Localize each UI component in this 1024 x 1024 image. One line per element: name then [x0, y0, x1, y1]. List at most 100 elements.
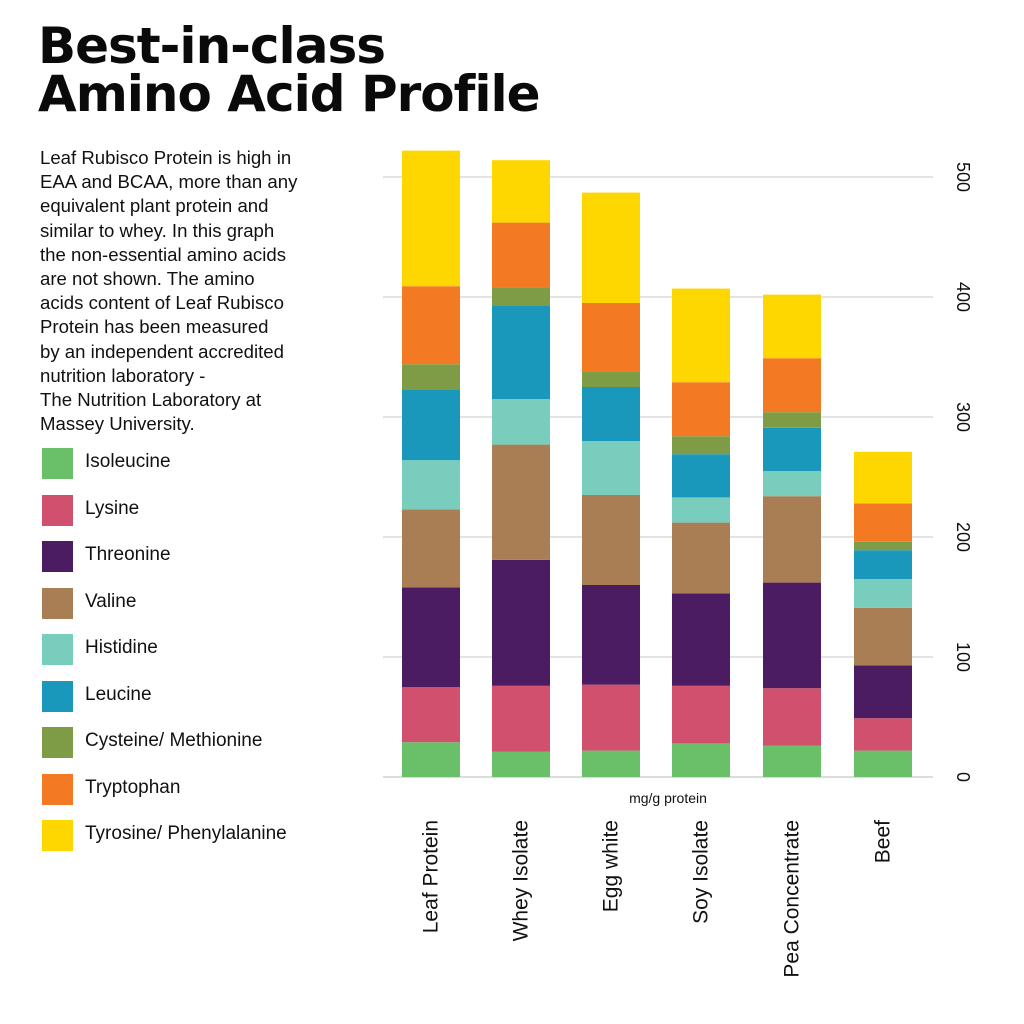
- bar-segment: [854, 550, 912, 579]
- x-tick-label: Egg white: [600, 820, 623, 912]
- bar-segment: [402, 286, 460, 365]
- bar-segment: [763, 745, 821, 777]
- bar-segment: [763, 496, 821, 583]
- legend-item: Isoleucine: [40, 446, 360, 479]
- bar-segment: [582, 585, 640, 685]
- bar-stack: [763, 294, 821, 777]
- legend-item: Leucine: [40, 679, 360, 712]
- bar-segment: [582, 750, 640, 777]
- bar-stack: [492, 160, 550, 777]
- bar-segment: [582, 192, 640, 303]
- description-line: Protein has been measured: [40, 316, 269, 338]
- bar-segment: [854, 665, 912, 719]
- legend-item: Tryptophan: [40, 772, 360, 805]
- bar-segment: [582, 495, 640, 585]
- bar-stack: [402, 150, 460, 777]
- description-line: Leaf Rubisco Protein is high in: [40, 147, 292, 168]
- bar-segment: [763, 582, 821, 689]
- bar-segment: [402, 509, 460, 588]
- bar-segment: [672, 743, 730, 777]
- legend-swatch: [42, 634, 73, 665]
- description-line: are not shown. The amino: [40, 268, 255, 290]
- legend-label: Cysteine/ Methionine: [85, 730, 263, 751]
- bar-segment: [582, 303, 640, 372]
- description-line: nutrition laboratory -: [40, 364, 206, 386]
- y-tick-label: 500: [953, 162, 973, 192]
- legend-swatch: [42, 587, 73, 619]
- legend-label: Tyrosine/ Phenylalanine: [85, 823, 287, 844]
- legend-label: Leucine: [85, 683, 152, 705]
- bar-segment: [672, 288, 730, 383]
- legend-label: Isoleucine: [85, 451, 171, 472]
- description-line: similar to whey. In this graph: [40, 219, 275, 241]
- legend-label: Valine: [85, 590, 137, 612]
- bar-segment: [492, 444, 550, 560]
- x-axis-label: mg/g protein: [629, 790, 707, 806]
- bar-segment: [854, 579, 912, 608]
- legend-item: Histidine: [40, 632, 360, 665]
- x-axis-ticks: Leaf Protein Whey Isolate Egg white Soy Iso…: [420, 820, 895, 978]
- legend-swatch: [42, 680, 73, 712]
- y-tick-label: 200: [953, 522, 973, 552]
- bar-segment: [672, 436, 730, 455]
- chart-title: Best-in-class Amino Acid Profile: [38, 21, 541, 119]
- bar-segment: [763, 427, 821, 471]
- bar-segment: [672, 454, 730, 498]
- bar-segment: [763, 412, 821, 428]
- bar-segment: [582, 441, 640, 495]
- description-line: acids content of Leaf Rubisco: [40, 292, 284, 314]
- bar-segment: [492, 222, 550, 288]
- legend-swatch: [42, 820, 73, 851]
- bar-segment: [672, 382, 730, 437]
- bar-segment: [763, 688, 821, 746]
- x-tick-label: Pea Concentrate: [781, 820, 804, 978]
- bar-segment: [854, 503, 912, 542]
- bar-segment: [492, 305, 550, 399]
- bar-segment: [402, 150, 460, 287]
- y-tick-label: 100: [953, 642, 973, 672]
- bar-segment: [402, 389, 460, 461]
- description-line: EAA and BCAA, more than any: [40, 171, 298, 193]
- bar-segment: [582, 371, 640, 387]
- description-line: by an independent accredited: [40, 340, 284, 362]
- bar-stack: [854, 451, 912, 777]
- bar-segment: [492, 160, 550, 223]
- description-line: the non-essential amino acids: [40, 243, 286, 265]
- legend-swatch: [42, 727, 73, 758]
- bars: [402, 150, 912, 777]
- y-tick-label: 300: [953, 402, 973, 432]
- bar-segment: [854, 541, 912, 551]
- bar-segment: [492, 751, 550, 777]
- legend-swatch: [42, 494, 73, 526]
- description-line: The Nutrition Laboratory at: [40, 389, 262, 411]
- legend-item: Lysine: [40, 493, 360, 526]
- bar-stack: [582, 192, 640, 777]
- legend-swatch: [42, 773, 73, 805]
- bar-segment: [672, 593, 730, 686]
- legend-label: Tryptophan: [85, 776, 181, 798]
- bar-segment: [492, 399, 550, 445]
- grid: [383, 176, 933, 778]
- bar-segment: [763, 471, 821, 497]
- bar-segment: [582, 387, 640, 441]
- legend-label: Threonine: [85, 544, 171, 565]
- bar-segment: [492, 287, 550, 306]
- legend-label: Histidine: [85, 637, 158, 658]
- legend-item: Cysteine/ Methionine: [40, 725, 360, 758]
- legend-item: Tyrosine/ Phenylalanine: [40, 818, 360, 851]
- bar-segment: [854, 750, 912, 777]
- legend-swatch: [42, 541, 73, 572]
- bar-segment: [854, 607, 912, 666]
- description-line: equivalent plant protein and: [40, 195, 269, 217]
- bar-segment: [402, 364, 460, 390]
- x-tick-label: Leaf Protein: [420, 820, 443, 933]
- bar-segment: [402, 687, 460, 743]
- bar-stack: [672, 288, 730, 777]
- bar-segment: [402, 460, 460, 510]
- bar-segment: [763, 294, 821, 359]
- y-axis-ticks: 0 100 200 300 400 500: [953, 162, 973, 782]
- y-tick-label: 0: [953, 772, 973, 782]
- x-tick-label: Beef: [872, 820, 895, 863]
- bar-segment: [402, 587, 460, 687]
